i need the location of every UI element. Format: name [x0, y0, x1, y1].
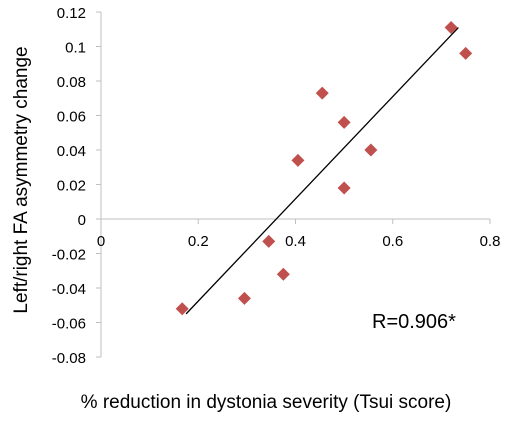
y-tick-label: -0.08 — [52, 350, 86, 367]
data-point — [276, 267, 290, 281]
y-tick-label: 0.06 — [57, 109, 86, 126]
y-tick-label: 0.04 — [57, 143, 86, 160]
y-axis-label: Left/right FA asymmetry change — [11, 46, 32, 313]
data-point — [444, 21, 458, 35]
correlation-annotation: R=0.906* — [372, 311, 456, 333]
axes — [96, 11, 491, 358]
tick-labels: -0.08 -0.06 -0.04 -0.02 0 0.02 0.04 0.06 0.08 0.1… — [52, 5, 501, 367]
data-point — [315, 86, 329, 100]
y-tick-label: 0 — [78, 212, 86, 229]
y-tick-label: -0.02 — [52, 247, 86, 264]
x-tick-label: 0 — [97, 233, 105, 250]
y-tick-label: 0.02 — [57, 178, 86, 195]
data-point — [262, 234, 276, 248]
data-point — [291, 153, 305, 167]
trendline — [185, 27, 459, 315]
y-tick-label: -0.06 — [52, 316, 86, 333]
data-points — [175, 21, 473, 316]
y-tick-label: 0.1 — [65, 40, 86, 57]
data-point — [459, 46, 473, 60]
y-tick-label: -0.04 — [52, 281, 86, 298]
x-tick-label: 0.2 — [188, 233, 209, 250]
x-tick-label: 0.8 — [480, 233, 501, 250]
data-point — [337, 181, 351, 195]
y-tick-label: 0.08 — [57, 74, 86, 91]
x-axis-label: % reduction in dystonia severity (Tsui s… — [81, 392, 452, 413]
data-point — [237, 291, 251, 305]
x-tick-label: 0.6 — [382, 233, 403, 250]
data-point — [337, 115, 351, 129]
data-point — [364, 143, 378, 157]
x-tick-label: 0.4 — [285, 233, 306, 250]
data-point — [175, 302, 189, 316]
trendline-layer — [185, 27, 459, 315]
y-tick-label: 0.12 — [57, 5, 86, 22]
